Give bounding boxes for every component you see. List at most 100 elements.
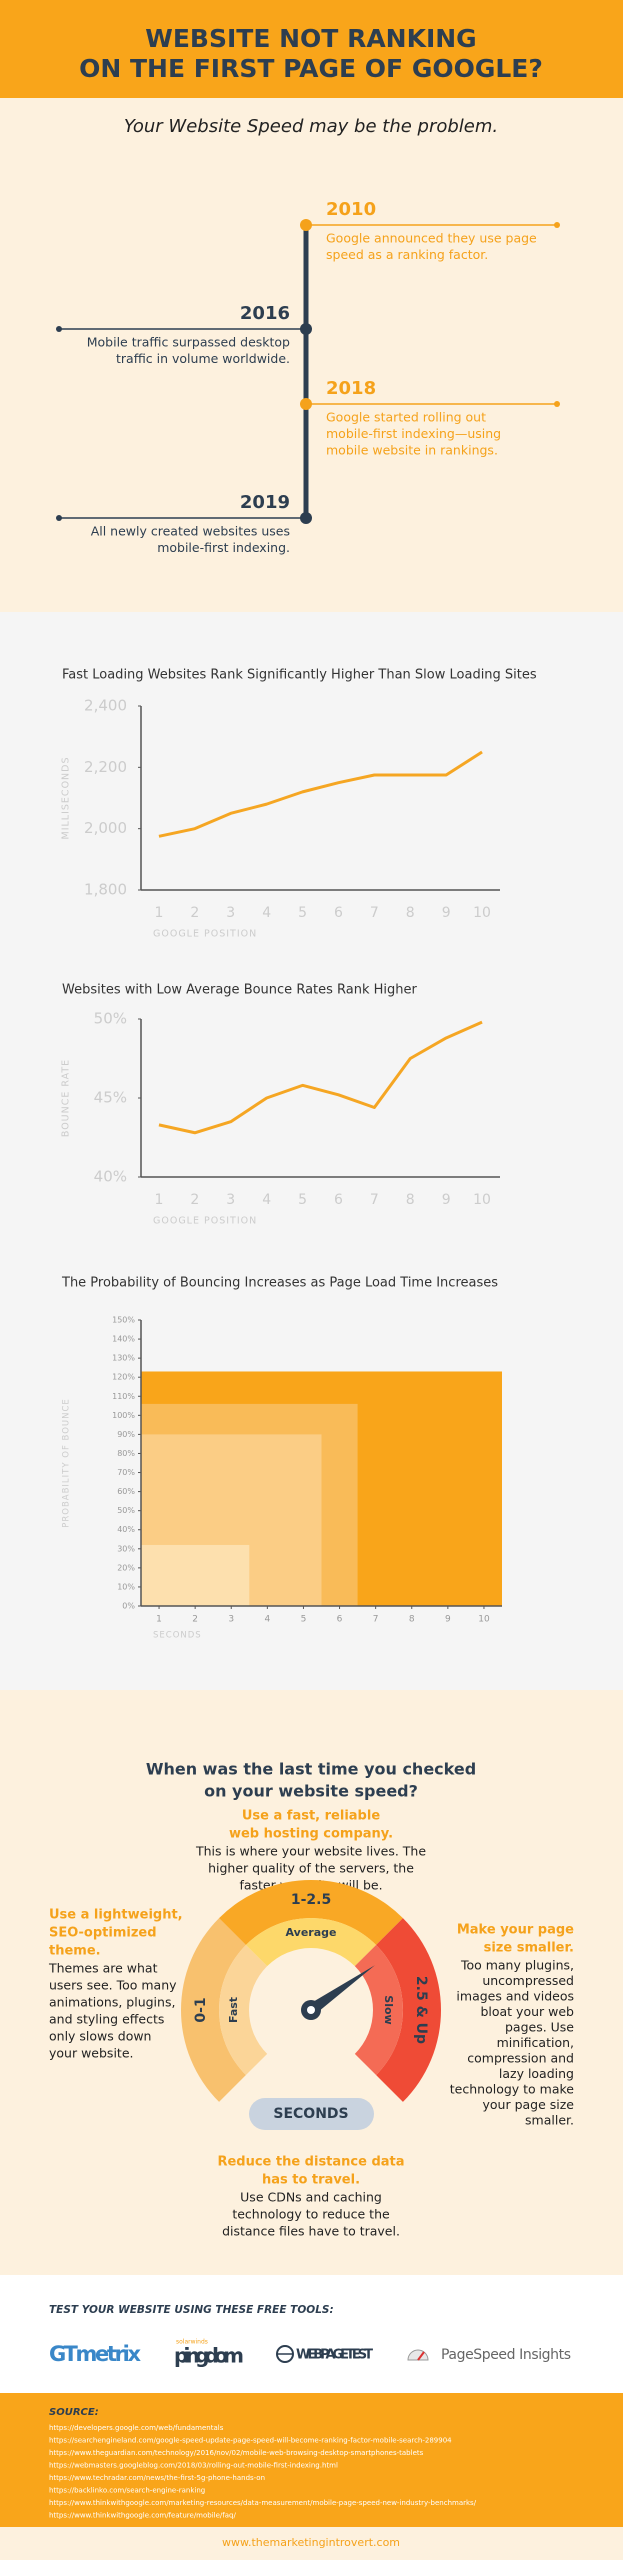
gauge-label: Fast (227, 1997, 240, 2023)
timeline-year: 2019 (240, 492, 290, 513)
y-tick-label: 150% (112, 1316, 135, 1325)
timeline-dot (300, 323, 312, 335)
tip-body: users see. Too many (49, 1978, 177, 1993)
speed-title: on your website speed? (204, 1782, 418, 1801)
y-tick-label: 2,000 (84, 819, 127, 837)
gauge-pivot-inner (307, 2006, 315, 2014)
source-link: https://www.theguardian.com/technology/2… (49, 2449, 424, 2457)
x-tick-label: 8 (406, 1192, 415, 1208)
timeline-text: Google started rolling out (326, 410, 486, 425)
gauge-range: 0-1 (193, 1997, 209, 2022)
tip-body: minification, (497, 2035, 574, 2050)
gauge-outer (376, 1918, 441, 2102)
timeline-end-dot (56, 326, 62, 332)
tool-logo: pingdom (174, 2344, 244, 2368)
timeline-year: 2016 (240, 303, 290, 324)
gauge-label: Slow (382, 1995, 395, 2024)
y-tick-label: 130% (112, 1354, 135, 1363)
y-tick-label: 100% (112, 1411, 135, 1420)
title-line: ON THE FIRST PAGE OF GOOGLE? (79, 54, 543, 83)
tip-body: your website. (49, 2046, 133, 2061)
y-tick-label: 40% (117, 1525, 135, 1534)
x-tick-label: 8 (409, 1615, 415, 1625)
tools-bg (0, 2275, 623, 2393)
tip-heading: Reduce the distance data (217, 2155, 404, 2170)
title-line: WEBSITE NOT RANKING (145, 24, 476, 53)
tip-body: images and videos (456, 1989, 574, 2004)
x-tick-label: 9 (442, 905, 451, 921)
tip-body: pages. Use (505, 2020, 574, 2035)
tip-heading: Use a fast, reliable (242, 1809, 380, 1824)
x-tick-label: 8 (406, 905, 415, 921)
tip-body: Use CDNs and caching (240, 2190, 382, 2205)
gauge-unit-pill (249, 2098, 374, 2130)
y-tick-label: 10% (117, 1582, 135, 1591)
y-tick-label: 60% (117, 1487, 135, 1496)
bounce-area (141, 1544, 250, 1606)
chart-title: Fast Loading Websites Rank Significantly… (62, 668, 537, 683)
y-tick-label: 45% (94, 1089, 127, 1107)
timeline-text: traffic in volume worldwide. (116, 351, 290, 366)
timeline-dot (300, 512, 312, 524)
tip-body: technology to reduce the (232, 2207, 390, 2222)
y-tick-label: 2,400 (84, 697, 127, 715)
x-axis-label: SECONDS (153, 1631, 202, 1641)
x-tick-label: 5 (298, 1192, 307, 1208)
x-tick-label: 1 (156, 1615, 162, 1625)
timeline-year: 2010 (326, 199, 376, 220)
x-tick-label: 9 (445, 1615, 451, 1625)
source-link: https://searchengineland.com/google-spee… (49, 2437, 452, 2445)
source-link: https://www.techradar.com/news/the-first… (49, 2474, 265, 2482)
y-axis-label: MILLISECONDS (61, 757, 72, 840)
tip-body: distance files have to travel. (222, 2224, 400, 2239)
sources-heading: SOURCE: (49, 2407, 99, 2418)
tip-heading: Make your page (457, 1923, 574, 1938)
tool-logo: PageSpeed Insights (441, 2347, 571, 2363)
tip-body: This is where your website lives. The (195, 1844, 426, 1859)
source-link: https://www.thinkwithgoogle.com/marketin… (49, 2499, 477, 2507)
y-tick-label: 120% (112, 1373, 135, 1382)
tip-body: your page size (482, 2097, 574, 2112)
tip-heading: size smaller. (484, 1941, 574, 1956)
timeline-text: mobile-first indexing. (157, 540, 290, 555)
gauge-inner (219, 1944, 268, 2076)
tool-icon (417, 2351, 425, 2361)
y-tick-label: 2,200 (84, 758, 127, 776)
x-tick-label: 10 (473, 905, 491, 921)
x-tick-label: 7 (373, 1615, 379, 1625)
x-tick-label: 10 (473, 1192, 491, 1208)
x-tick-label: 6 (337, 1615, 343, 1625)
tip-body: technology to make (450, 2082, 575, 2097)
chart-title: The Probability of Bouncing Increases as… (61, 1276, 498, 1291)
speed-title: When was the last time you checked (146, 1760, 476, 1779)
line-series (158, 750, 483, 838)
header-bg (0, 0, 623, 98)
tip-heading: SEO-optimized (49, 1926, 157, 1941)
x-tick-label: 4 (262, 1192, 271, 1208)
tool-logo: GTmetrix (49, 2342, 141, 2366)
gauge-inner (245, 1918, 377, 1967)
intro-bg (0, 98, 623, 612)
timeline-dot (300, 398, 312, 410)
x-tick-label: 3 (226, 905, 235, 921)
y-axis-label: PROBABILITY OF BOUNCE (62, 1398, 72, 1528)
tip-heading: web hosting company. (229, 1827, 393, 1842)
y-tick-label: 30% (117, 1544, 135, 1553)
x-tick-label: 6 (334, 905, 343, 921)
footer-bg (0, 2527, 623, 2560)
gauge-range: 1-2.5 (291, 1892, 331, 1908)
y-tick-label: 40% (94, 1168, 127, 1186)
timeline-text: All newly created websites uses (91, 524, 290, 539)
x-tick-label: 3 (226, 1192, 235, 1208)
y-tick-label: 0% (122, 1602, 135, 1611)
x-axis-label: GOOGLE POSITION (153, 929, 257, 940)
timeline-text: Google announced they use page (326, 231, 537, 246)
gauge-needle (307, 1965, 375, 2015)
tip-body: compression and (467, 2051, 574, 2066)
gauge-label: Average (286, 1926, 337, 1939)
x-tick-label: 4 (262, 905, 271, 921)
x-tick-label: 3 (228, 1615, 234, 1625)
timeline-text: mobile-first indexing—using (326, 426, 501, 441)
source-link: https://backlinko.com/search-engine-rank… (49, 2487, 205, 2495)
